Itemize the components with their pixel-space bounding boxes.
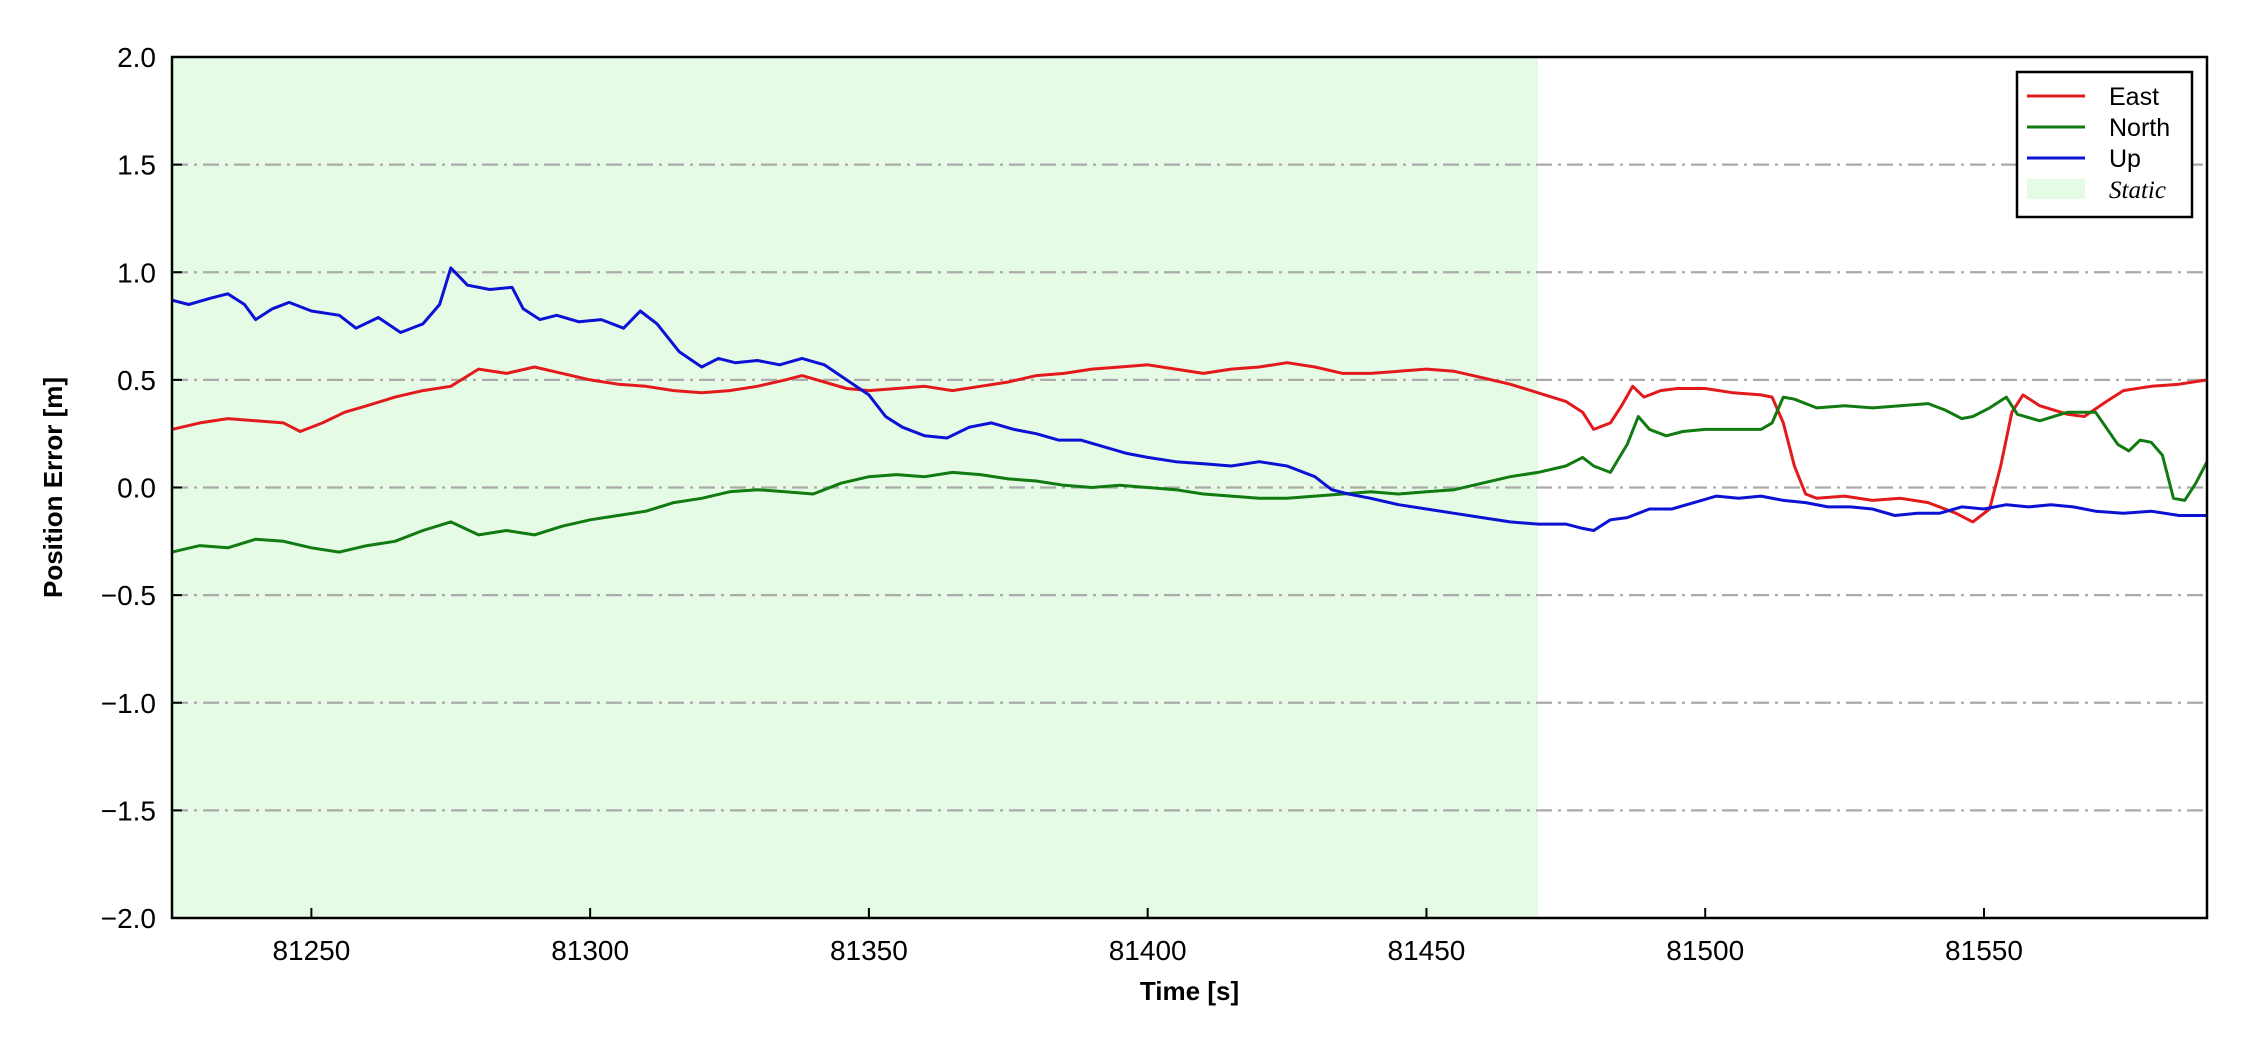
y-tick-label: −2.0 <box>101 903 156 934</box>
legend: East North Up Static <box>2015 70 2194 219</box>
y-tick-label: −1.0 <box>101 688 156 719</box>
series-line-up <box>171 266 2207 532</box>
y-tick-label: −0.5 <box>101 580 156 611</box>
y-tick-label: 1.0 <box>117 257 156 288</box>
tick-layer: 81250 81300 81350 81400 81450 81500 81550 −2.0 −… <box>101 42 2023 966</box>
x-tick-label: 81400 <box>1109 935 1187 966</box>
series-layer <box>171 266 2209 554</box>
series-line-north <box>171 395 2209 554</box>
legend-label-static: Static <box>2109 177 2166 204</box>
y-tick-label: −1.5 <box>101 795 156 826</box>
legend-label-east: East <box>2109 83 2159 111</box>
legend-label-up: Up <box>2109 145 2141 173</box>
y-tick-label: 0.0 <box>117 473 156 504</box>
y-axis-title: Position Error [m] <box>38 377 68 598</box>
y-tick-label: 1.5 <box>117 150 156 181</box>
legend-swatch-static <box>2027 179 2085 199</box>
x-axis-title: Time [s] <box>1140 976 1239 1006</box>
legend-label-north: North <box>2109 114 2170 142</box>
y-tick-label: 2.0 <box>117 42 156 73</box>
x-tick-label: 81250 <box>272 935 350 966</box>
y-tick-label: 0.5 <box>117 365 156 396</box>
x-tick-label: 81300 <box>551 935 629 966</box>
x-tick-label: 81350 <box>830 935 908 966</box>
x-tick-label: 81500 <box>1666 935 1744 966</box>
series-line-east <box>171 361 2208 524</box>
x-tick-label: 81550 <box>1945 935 2023 966</box>
x-tick-label: 81450 <box>1388 935 1466 966</box>
